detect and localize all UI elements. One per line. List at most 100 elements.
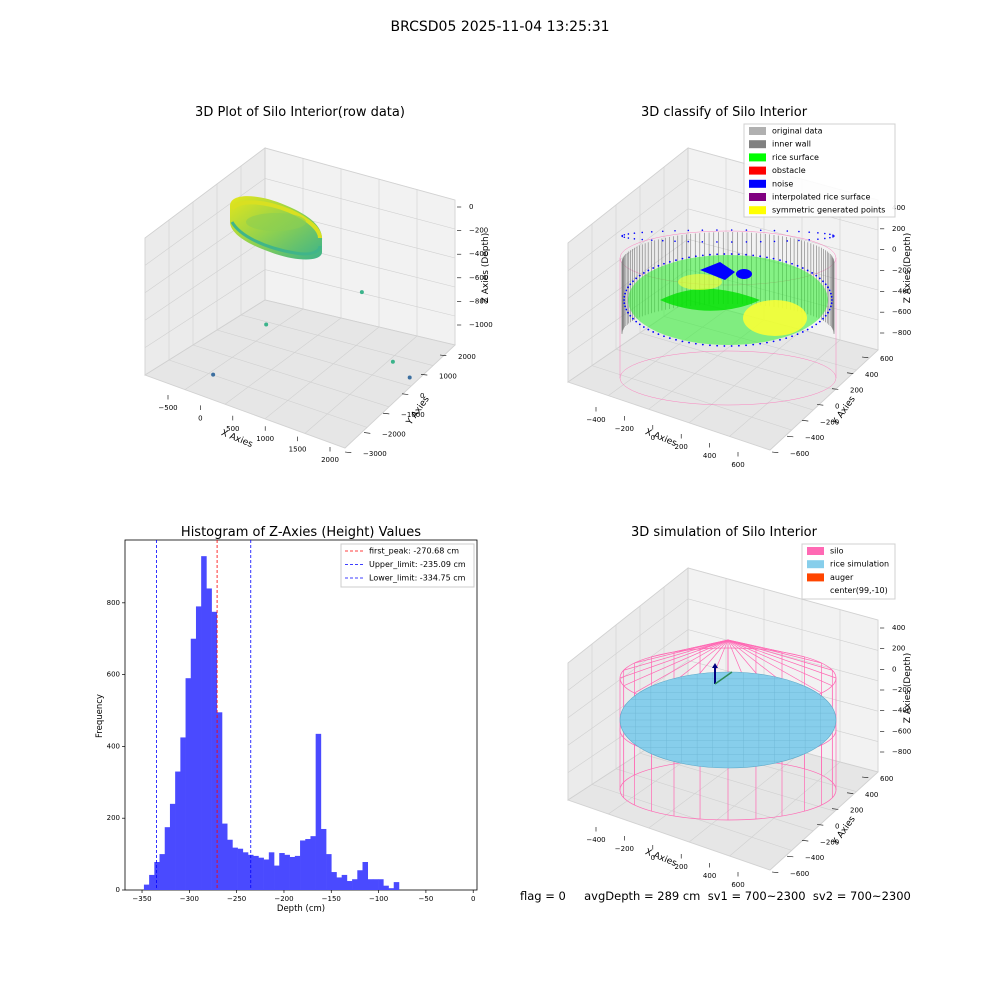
noise-point (624, 305, 626, 308)
noise-point (661, 230, 664, 233)
noise-point (745, 241, 748, 243)
panel-1-z-tick-label: −600 (469, 274, 488, 282)
noise-point (818, 320, 821, 323)
noise-point (652, 331, 655, 333)
panel-2-y-tick-label: 600 (880, 355, 893, 363)
histogram-x-tick-label: −300 (180, 895, 199, 903)
histogram-bar (346, 881, 353, 890)
raw-outlier-point (407, 375, 412, 380)
noise-point (652, 267, 655, 269)
simulation-legend-label: silo (830, 547, 844, 556)
histogram-bar (221, 823, 228, 890)
panel-2-zlabel: Z Axies (Depth) (903, 233, 913, 304)
noise-point (716, 253, 719, 256)
histogram-bar (206, 588, 212, 890)
noise-point (627, 286, 629, 289)
classify-legend-label: symmetric generated points (772, 206, 885, 215)
noise-point (730, 241, 733, 243)
panel-1-y-tick-label: −2000 (382, 431, 406, 439)
panel-1-z-tick-label: 0 (469, 203, 473, 211)
histogram-x-tick-label: 0 (471, 895, 475, 903)
noise-point (633, 238, 636, 240)
simulation-legend-label: auger (830, 573, 854, 582)
histogram-x-tick-label: −200 (274, 895, 293, 903)
silo-roof-wire (623, 639, 729, 687)
silo-roof-wire (699, 639, 729, 650)
histogram-legend-label: Upper_limit: -235.09 cm (369, 560, 466, 569)
noise-point (824, 314, 827, 317)
panel-2-y-tick-label: −200 (820, 418, 839, 426)
panel-4-y-tick-label: 600 (880, 775, 893, 783)
panel-4-y-tick-label: −200 (820, 838, 839, 846)
panel-1-title: 3D Plot of Silo Interior(row data) (195, 105, 405, 120)
histogram-bar (352, 879, 358, 890)
histogram-bar (300, 840, 306, 890)
histogram-bar (185, 678, 192, 890)
classify-legend-label: rice surface (772, 153, 819, 162)
histogram-bar (149, 874, 155, 890)
histogram-bar (310, 836, 316, 890)
panel-4-y-tick-mark (861, 776, 869, 778)
histogram-x-tick-label: −150 (322, 895, 341, 903)
panel-1-z-tick-label: −800 (469, 297, 488, 305)
panel-2-z-tick-label: 0 (892, 246, 896, 254)
noise-point (772, 340, 775, 343)
histogram-bar (190, 638, 197, 890)
histogram-bar (372, 879, 379, 890)
panel-4-y-tick-mark (831, 808, 839, 810)
panel-1-x-tick-label: 1500 (289, 446, 307, 454)
classify-legend-label: inner wall (772, 140, 811, 149)
noise-point (801, 331, 804, 333)
panel-2-y-tick-mark (846, 372, 854, 374)
noise-point (627, 311, 629, 314)
panel-4-zlabel: Z Axies (Depth) (903, 653, 913, 724)
noise-point (635, 320, 638, 323)
raw-rice-point-cloud (230, 196, 323, 260)
classify-legend-label: obstacle (772, 166, 806, 175)
noise-point (779, 259, 781, 262)
panel-4-xlabel: X Axies (643, 847, 678, 869)
noise-point (632, 317, 634, 320)
noise-point (830, 295, 833, 298)
noise-point (830, 302, 833, 305)
noise-point (786, 230, 789, 232)
simulation-rice-surface (619, 671, 837, 769)
histogram-y-tick-label: 400 (107, 742, 120, 750)
panel-1-z-tick-label: −400 (469, 250, 488, 258)
histogram-bar (169, 803, 176, 890)
panel-1-y-tick-label: 2000 (458, 353, 476, 361)
histogram-bar (362, 862, 369, 890)
histogram-legend-label: first_peak: -270.68 cm (369, 547, 459, 556)
noise-point (773, 229, 776, 232)
panel-2-z-tick-label: 400 (892, 204, 905, 212)
panel-1-y-tick-label: −1000 (401, 411, 425, 419)
histogram-bar (175, 771, 181, 890)
noise-point (657, 264, 660, 267)
panel-2-title: 3D classify of Silo Interior (641, 105, 808, 120)
panel-2-y-tick-label: 200 (850, 387, 863, 395)
noise-point (723, 345, 726, 347)
histogram-bar (237, 848, 244, 890)
noise-point (701, 343, 704, 346)
noise-point (641, 231, 644, 234)
noise-point (815, 323, 818, 326)
noise-point (830, 305, 832, 308)
noise-point (687, 240, 690, 243)
noise-point (650, 231, 653, 233)
noise-point (647, 269, 650, 272)
classify-rice-surface (628, 255, 828, 345)
noise-point (766, 256, 768, 259)
noise-point (709, 253, 711, 256)
panel-4-x-tick-label: 400 (703, 872, 716, 880)
noise-point (730, 345, 733, 347)
noise-point (822, 280, 824, 283)
noise-point (785, 260, 788, 263)
histogram-bar (289, 856, 296, 890)
panel-4-z-tick-label: 400 (892, 624, 905, 632)
histogram-bar (274, 865, 280, 890)
noise-point (808, 231, 811, 233)
classify-legend-label: original data (772, 127, 823, 136)
panel-1-y-tick-mark (401, 393, 409, 395)
noise-point (674, 240, 676, 242)
classify-legend-swatch (749, 206, 766, 215)
